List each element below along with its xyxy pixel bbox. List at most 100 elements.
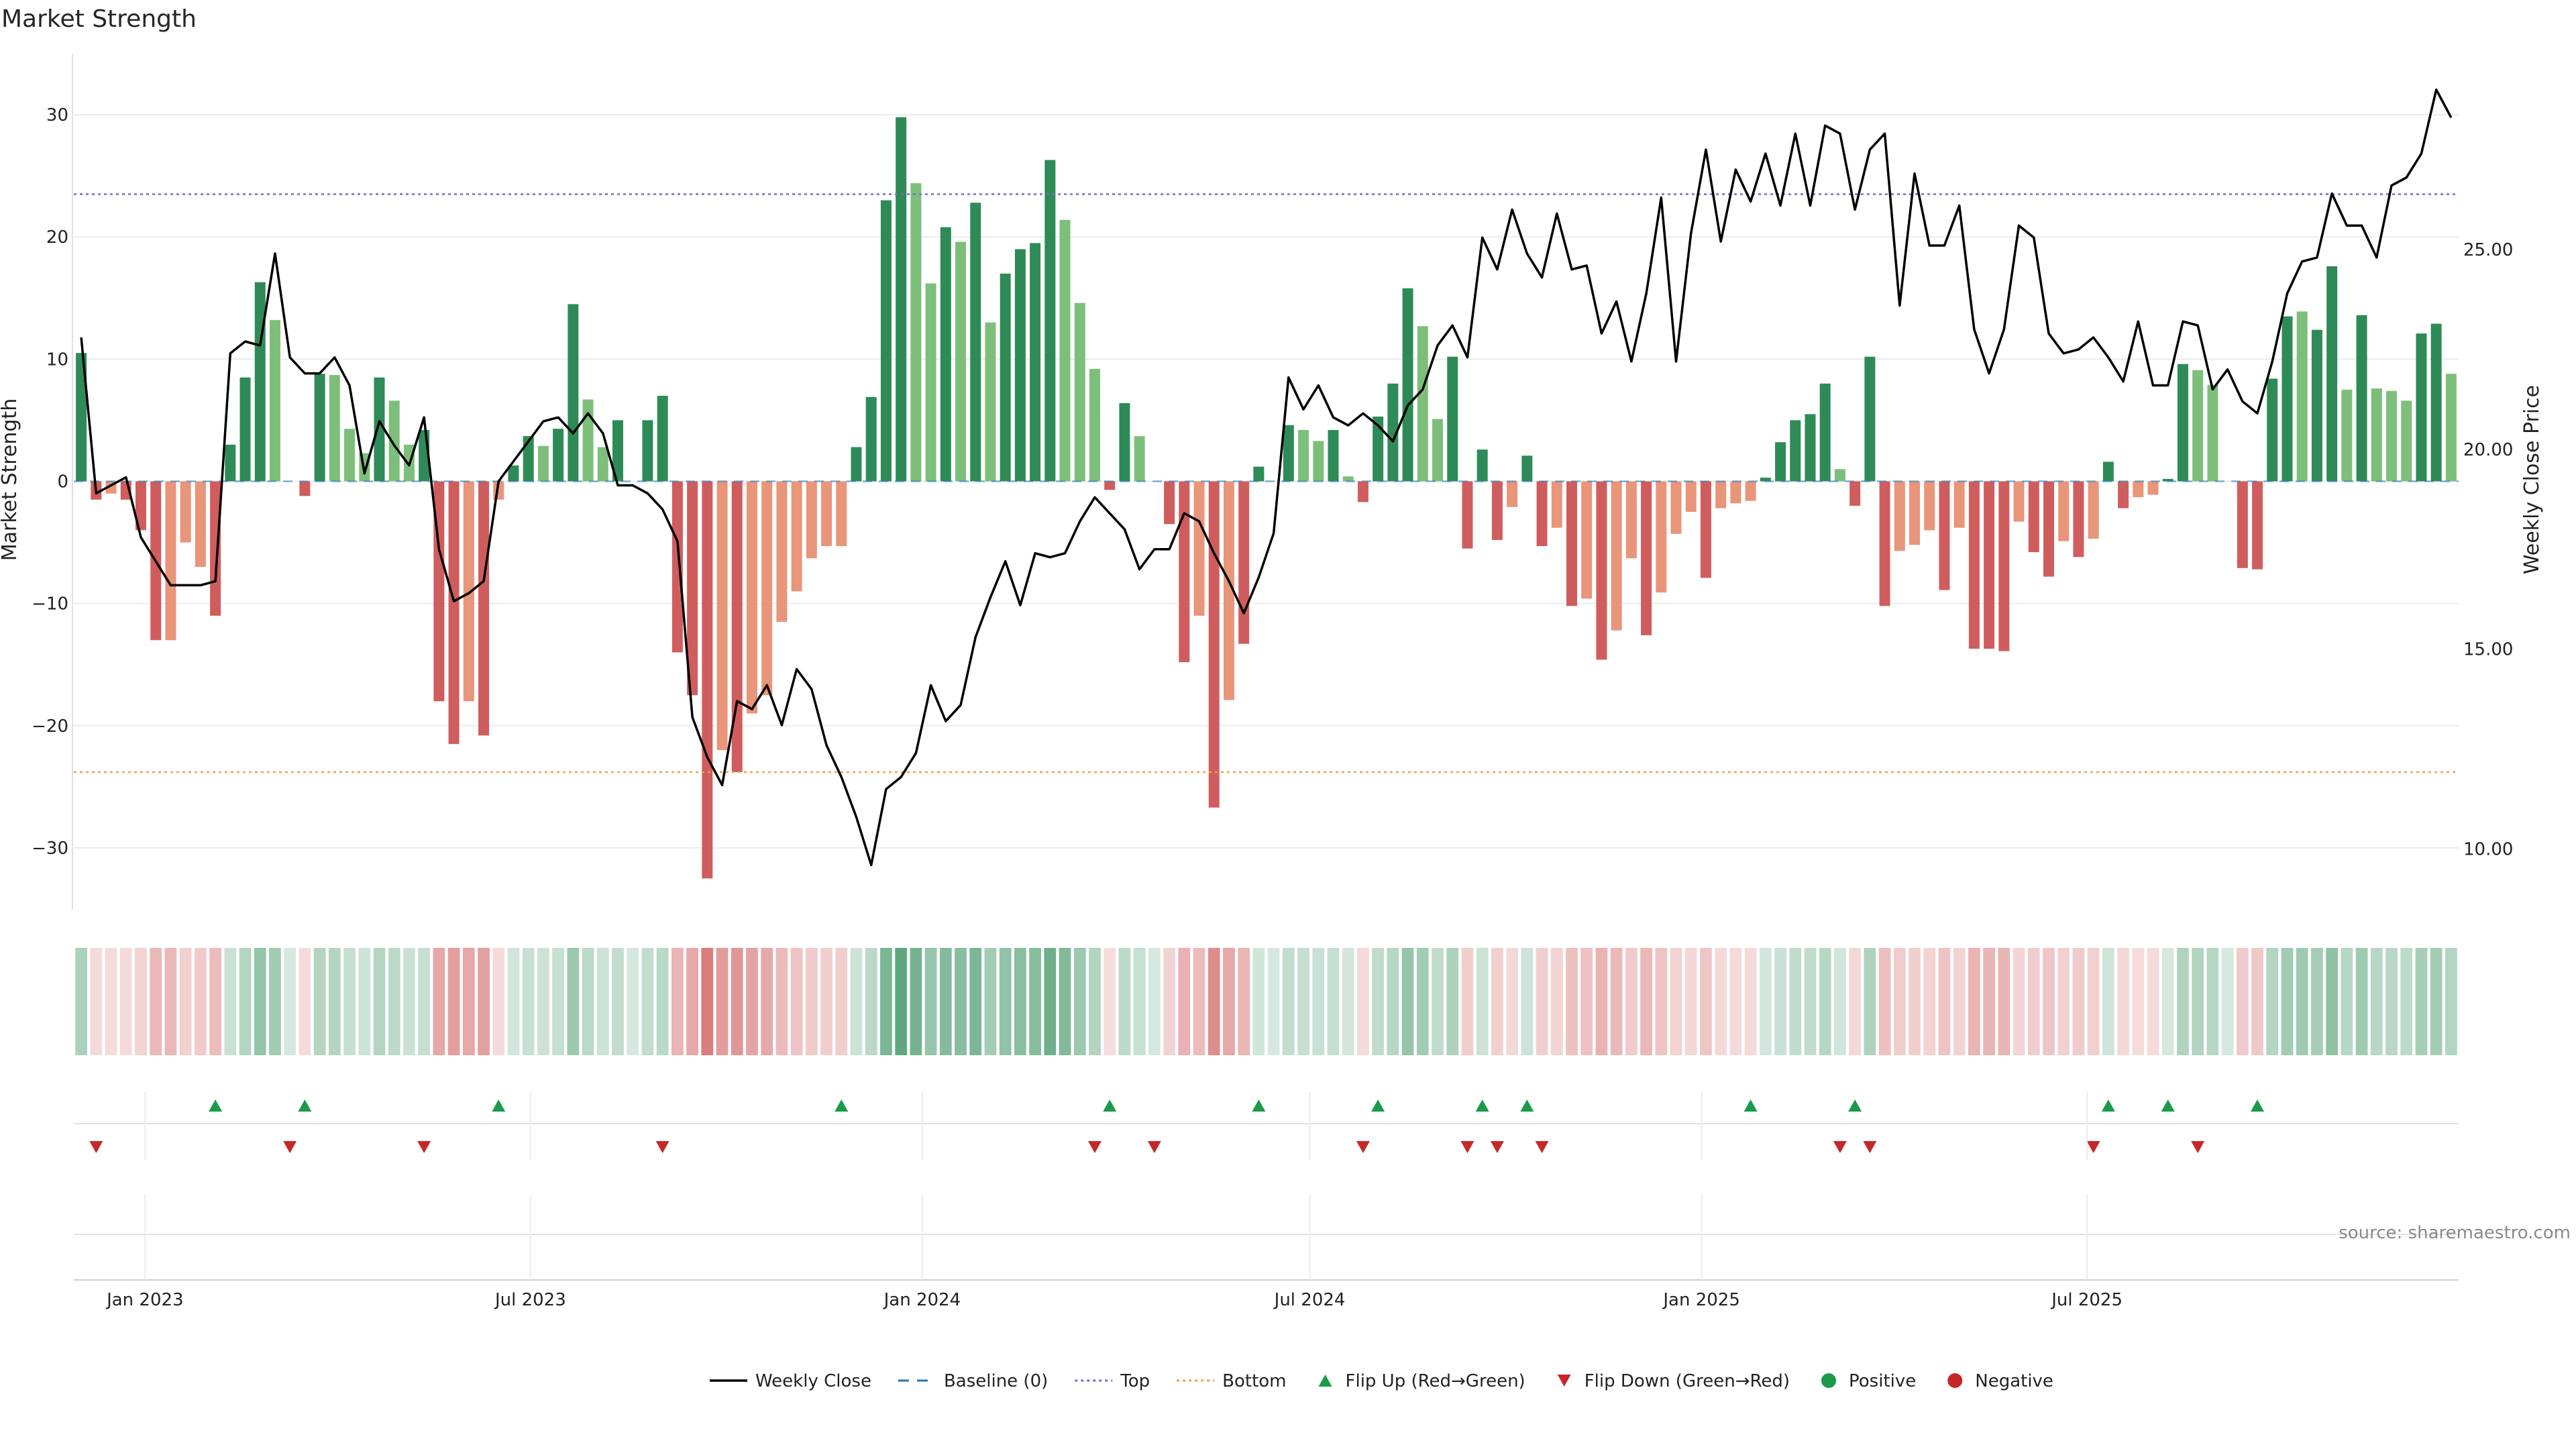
strength-bar xyxy=(254,282,266,482)
legend-label: Weekly Close xyxy=(755,1371,871,1391)
heat-cell xyxy=(2326,948,2339,1055)
strength-bar xyxy=(314,374,325,482)
strength-bar xyxy=(2282,316,2293,482)
strength-bar xyxy=(225,444,236,482)
heat-cell xyxy=(403,948,415,1055)
y-tick-label: 30 xyxy=(46,105,68,125)
heat-cell xyxy=(999,948,1012,1055)
strength-bar xyxy=(1551,481,1562,528)
heat-cell xyxy=(1387,948,1399,1055)
y-tick-label: −20 xyxy=(32,716,68,737)
flip-up-marker xyxy=(835,1099,849,1112)
strength-bar xyxy=(1208,481,1220,808)
heat-cell xyxy=(761,948,773,1055)
y-axis-label: Market Strength xyxy=(0,398,21,561)
strength-bar xyxy=(374,377,385,482)
strength-bar xyxy=(672,481,683,653)
flip-down-marker xyxy=(1460,1141,1474,1153)
flip-down-marker xyxy=(283,1141,297,1153)
legend-label: Flip Down (Green→Red) xyxy=(1585,1371,1790,1391)
heat-cell xyxy=(1029,948,1041,1055)
legend-label: Bottom xyxy=(1222,1371,1286,1391)
strength-bar xyxy=(880,200,892,482)
heat-cell xyxy=(1700,948,1712,1055)
x-tick-label: Jul 2023 xyxy=(494,1290,566,1310)
y2-tick-label: 20.00 xyxy=(2463,440,2513,460)
strength-bar xyxy=(1641,481,1652,635)
strength-bar xyxy=(940,227,951,482)
flip-markers xyxy=(89,1099,2265,1153)
y-tick-label: −30 xyxy=(32,839,68,859)
flip-up-marker xyxy=(209,1099,223,1112)
heat-cell xyxy=(343,948,356,1055)
heat-cell xyxy=(1476,948,1489,1055)
heat-cell xyxy=(522,948,535,1055)
strength-bar xyxy=(508,465,519,482)
heat-cell xyxy=(433,948,445,1055)
heat-cell xyxy=(1744,948,1757,1055)
heat-cell xyxy=(1432,948,1444,1055)
strength-bar xyxy=(1611,481,1622,631)
strength-bar xyxy=(925,283,936,482)
strength-bar xyxy=(1805,414,1816,482)
heat-cell xyxy=(328,948,341,1055)
heat-cell xyxy=(239,948,252,1055)
flip-down-marker xyxy=(417,1141,431,1153)
heat-cell xyxy=(627,948,639,1055)
heat-cell xyxy=(2117,948,2129,1055)
strength-bar xyxy=(388,400,400,482)
reference-lines xyxy=(74,193,2459,773)
heat-cell xyxy=(2147,948,2159,1055)
flip-up-marker xyxy=(492,1099,506,1112)
strength-bar xyxy=(1953,481,1965,528)
strength-bar xyxy=(2252,481,2263,570)
chart-title: Market Strength xyxy=(1,5,197,33)
heat-cell xyxy=(2087,948,2100,1055)
x-tick-label: Jan 2025 xyxy=(1662,1290,1740,1310)
heat-cell xyxy=(746,948,758,1055)
strength-bar xyxy=(1059,219,1071,482)
heat-cell xyxy=(2012,948,2025,1055)
heat-cell xyxy=(492,948,505,1055)
heat-cell xyxy=(984,948,997,1055)
heat-cell xyxy=(1312,948,1325,1055)
strength-bar xyxy=(1164,481,1175,525)
heat-cell xyxy=(2370,948,2383,1055)
heat-cell xyxy=(209,948,221,1055)
strength-bar xyxy=(2013,481,2025,522)
heat-cell xyxy=(850,948,863,1055)
source-note: source: sharemaestro.com xyxy=(2339,1223,2571,1243)
y-tick-label: −10 xyxy=(32,594,68,614)
strength-bar xyxy=(463,481,474,702)
strength-bar xyxy=(1313,441,1324,482)
strength-bar xyxy=(537,445,549,482)
heat-cell xyxy=(388,948,400,1055)
strength-bar xyxy=(910,183,922,482)
heat-cell xyxy=(865,948,877,1055)
flip-up-marker xyxy=(1848,1099,1862,1112)
y2-tick-label: 15.00 xyxy=(2463,640,2513,660)
strength-bar xyxy=(2073,481,2084,557)
strength-bar xyxy=(1030,243,1041,482)
strength-bar xyxy=(806,481,817,559)
strength-bar xyxy=(553,429,564,482)
heat-cell xyxy=(1968,948,1980,1055)
strength-bar xyxy=(76,353,87,482)
flip-up-marker xyxy=(2161,1099,2175,1112)
flip-down-marker xyxy=(1833,1141,1847,1153)
strength-bar xyxy=(612,420,623,482)
heat-cell xyxy=(969,948,982,1055)
legend-label: Flip Up (Red→Green) xyxy=(1346,1371,1525,1391)
strength-bar xyxy=(1462,481,1473,549)
heat-cell xyxy=(2296,948,2308,1055)
strength-bar xyxy=(1044,160,1056,482)
strength-bar xyxy=(1790,420,1801,482)
strength-bar xyxy=(180,481,191,543)
heat-cell xyxy=(537,948,549,1055)
legend-item: Flip Up (Red→Green) xyxy=(1318,1371,1525,1391)
strength-bar xyxy=(970,203,981,482)
heat-cell xyxy=(1327,948,1340,1055)
heat-cell xyxy=(90,948,103,1055)
strength-bar xyxy=(1939,481,1950,590)
strength-bar xyxy=(478,481,490,736)
